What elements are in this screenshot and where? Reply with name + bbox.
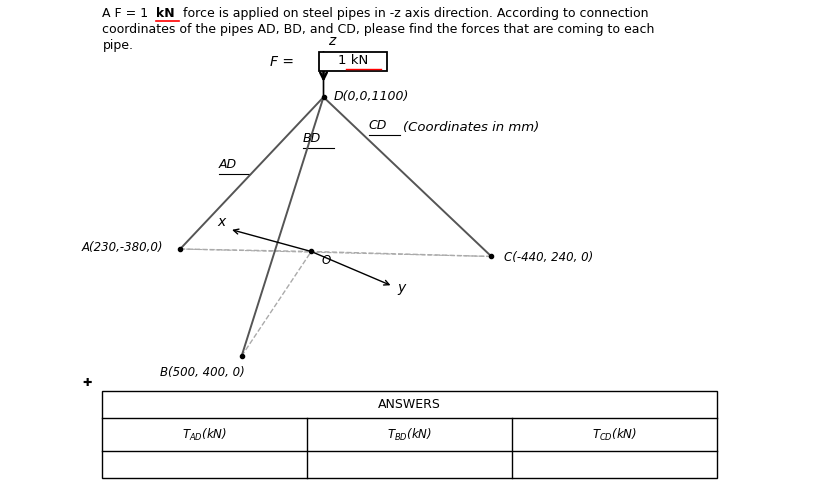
Text: BD: BD [303,132,321,145]
Text: $T_{CD}$(kN): $T_{CD}$(kN) [591,426,637,443]
Bar [319,52,387,71]
Text: coordinates of the pipes AD, BD, and CD, please find the forces that are coming : coordinates of the pipes AD, BD, and CD,… [102,23,654,36]
Text: $T_{AD}$(kN): $T_{AD}$(kN) [182,426,228,443]
Text: kN: kN [156,7,174,20]
Text: ANSWERS: ANSWERS [378,398,441,411]
Text: C(-440, 240, 0): C(-440, 240, 0) [504,251,593,264]
Bar [102,391,717,478]
Text: y: y [397,281,405,295]
Text: force is applied on steel pipes in -z axis direction. According to connection: force is applied on steel pipes in -z ax… [179,7,648,20]
Text: x: x [217,215,225,229]
Text: $T_{BD}$(kN): $T_{BD}$(kN) [387,426,432,443]
Text: B(500, 400, 0): B(500, 400, 0) [160,366,244,379]
Text: A F = 1: A F = 1 [102,7,152,20]
Text: A(230,-380,0): A(230,-380,0) [82,242,164,254]
Text: CD: CD [369,120,387,132]
Text: AD: AD [219,158,238,171]
Text: O: O [321,254,330,267]
Text: 1 kN: 1 kN [338,54,368,67]
Text: (Coordinates in mm): (Coordinates in mm) [403,122,539,134]
Text: ✚: ✚ [82,378,91,388]
Text: pipe.: pipe. [102,39,133,52]
Text: D(0,0,1100): D(0,0,1100) [333,90,409,103]
Text: z: z [328,34,335,48]
Text: F =: F = [270,55,294,69]
